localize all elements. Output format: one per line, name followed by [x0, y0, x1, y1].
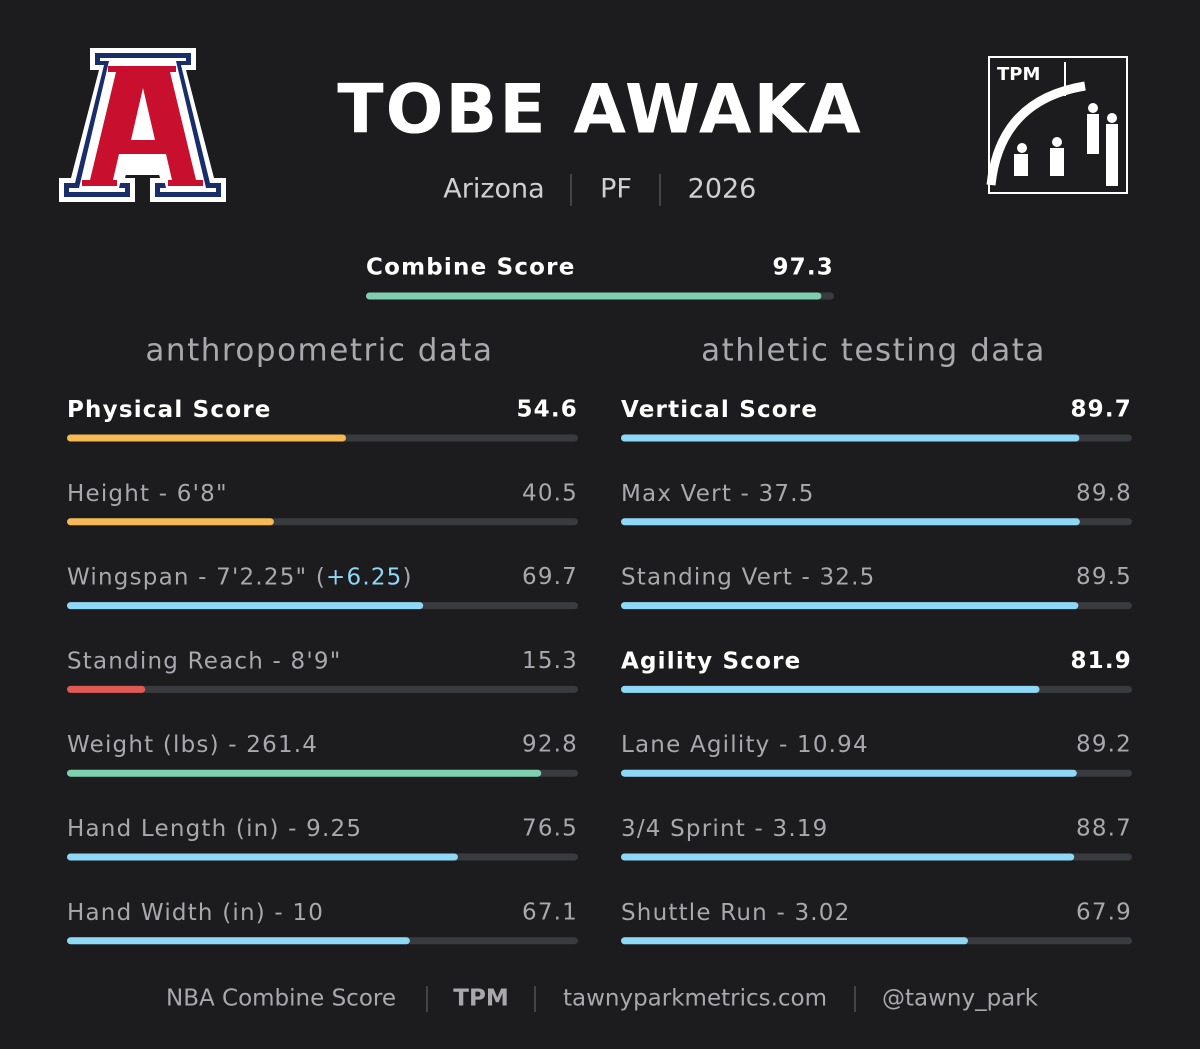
row-label: Hand Width (in) - 10 [67, 899, 324, 925]
bar [621, 685, 1040, 693]
tpm-logo: TPM [986, 56, 1128, 194]
bar [366, 292, 822, 300]
label-text: Height - 6'8" [67, 480, 228, 506]
footer-item: @tawny_park [882, 986, 1039, 1012]
row-value: 40.5 [522, 480, 578, 506]
label-text: Hand Width (in) - 10 [67, 899, 324, 925]
bar [621, 853, 1075, 861]
row-value: 88.7 [1076, 816, 1132, 842]
label-highlight: +6.25 [326, 564, 402, 590]
logo-text: TPM [997, 64, 1040, 85]
label-text: Hand Length (in) - 9.25 [67, 816, 362, 842]
row-label: 3/4 Sprint - 3.19 [621, 816, 829, 842]
row-value: 81.9 [1070, 648, 1132, 674]
label-text: Shuttle Run - 3.02 [621, 899, 850, 925]
row-value: 89.8 [1076, 480, 1132, 506]
bar [67, 853, 458, 861]
row-value: 15.3 [522, 648, 578, 674]
label-text: Wingspan - 7'2.25" ( [67, 564, 326, 590]
row-label: Standing Vert - 32.5 [621, 564, 875, 590]
player-name: TOBE AWAKA [337, 71, 863, 150]
row-label: Max Vert - 37.5 [621, 480, 815, 506]
row-label: Lane Agility - 10.94 [621, 732, 869, 758]
footer: NBA Combine Score TPM tawnyparkmetrics.com… [166, 986, 1039, 1012]
label-text: 3/4 Sprint - 3.19 [621, 816, 829, 842]
label-text: Standing Vert - 32.5 [621, 564, 875, 590]
footer-item: tawnyparkmetrics.com [563, 986, 827, 1012]
row-value: 67.1 [522, 899, 578, 925]
row-value: 76.5 [522, 816, 578, 842]
row-value: 89.2 [1076, 732, 1132, 758]
label-text: Weight (lbs) - 261.4 [67, 732, 318, 758]
bar [67, 685, 146, 693]
label-text: Agility Score [621, 648, 801, 674]
label-text: Lane Agility - 10.94 [621, 732, 869, 758]
bar [67, 769, 542, 777]
row-label: Hand Length (in) - 9.25 [67, 816, 362, 842]
bar [621, 937, 968, 945]
label-end: ) [403, 564, 413, 590]
combine-label: Combine Score [366, 255, 576, 281]
row-value: 69.7 [522, 564, 578, 590]
label-text: Max Vert - 37.5 [621, 480, 815, 506]
label-text: Physical Score [67, 397, 272, 423]
bar [621, 434, 1080, 442]
school: Arizona [443, 174, 544, 205]
bar [67, 937, 410, 945]
bar [621, 518, 1080, 526]
row-value: 89.7 [1070, 397, 1132, 423]
position: PF [600, 174, 632, 205]
row-value: 92.8 [522, 732, 578, 758]
row-label: Shuttle Run - 3.02 [621, 899, 850, 925]
row-label: Weight (lbs) - 261.4 [67, 732, 318, 758]
school-logo [59, 48, 226, 202]
row-label: Wingspan - 7'2.25" (+6.25) [67, 564, 413, 590]
bar [621, 602, 1079, 610]
label-text: Vertical Score [621, 397, 818, 423]
footer-item: TPM [453, 986, 508, 1012]
bar [67, 518, 274, 526]
row-value: 67.9 [1076, 899, 1132, 925]
year: 2026 [688, 174, 757, 205]
label-text: Standing Reach - 8'9" [67, 648, 341, 674]
row-label: Height - 6'8" [67, 480, 228, 506]
bar [621, 769, 1077, 777]
section-title: athletic testing data [701, 333, 1046, 369]
row-label: Vertical Score [621, 397, 818, 423]
bar [67, 434, 347, 442]
rows: anthropometric data Physical Score 54.6 Hei… [67, 292, 1132, 945]
row-label: Agility Score [621, 648, 801, 674]
bar [67, 602, 424, 610]
bar-track [67, 685, 578, 693]
combine-value: 97.3 [772, 255, 834, 281]
row-label: Standing Reach - 8'9" [67, 648, 341, 674]
row-value: 54.6 [516, 397, 578, 423]
section-title: anthropometric data [145, 333, 493, 369]
row-value: 89.5 [1076, 564, 1132, 590]
row-label: Physical Score [67, 397, 272, 423]
footer-item: NBA Combine Score [166, 986, 396, 1012]
